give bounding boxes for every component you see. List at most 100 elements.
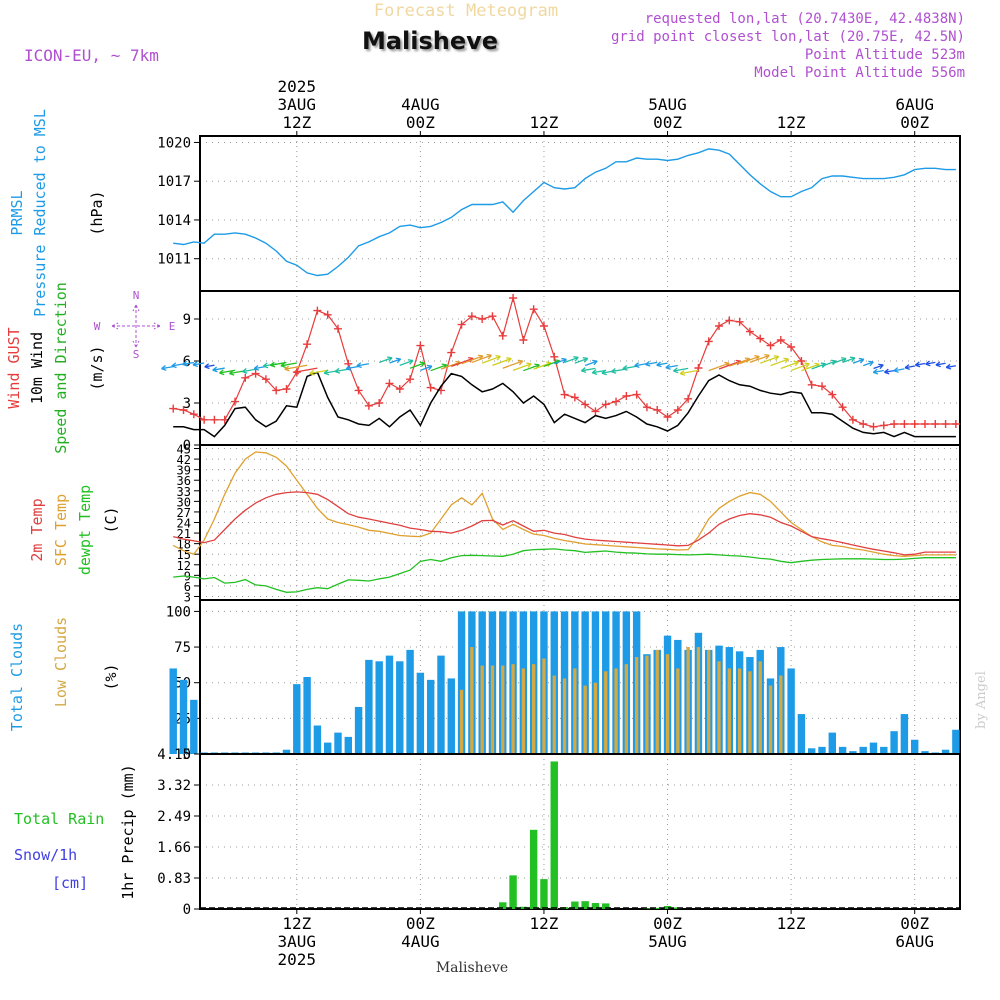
gust-point	[879, 421, 888, 430]
wind-arrow	[842, 357, 856, 364]
wind-arrow	[204, 364, 215, 368]
gust-point	[766, 341, 775, 350]
wind-arrow-head	[323, 369, 330, 376]
low-cloud-bar	[511, 664, 515, 754]
y-tick-label: 36	[177, 474, 191, 488]
wind-arrow-head	[486, 353, 492, 360]
wind-arrow	[680, 369, 699, 375]
gust-point	[498, 331, 507, 340]
low-cloud-bar	[655, 649, 659, 754]
total-cloud-bar	[437, 655, 445, 754]
gust-point	[848, 415, 857, 424]
wind-arrow-head	[253, 364, 260, 371]
y-tick-label: 0	[183, 438, 191, 454]
y-tick-label: 30	[177, 495, 191, 509]
wind-arrow	[656, 362, 668, 366]
gust-point	[642, 403, 651, 412]
cloud-unit-label: (%)	[102, 663, 120, 690]
y-tick-label: 0	[183, 747, 191, 763]
gust-point	[704, 337, 713, 346]
gust-point	[601, 400, 610, 409]
gust-point	[951, 420, 960, 428]
total-cloud-bar	[869, 742, 878, 754]
gust-point	[488, 312, 497, 321]
y-tick-label: 100	[166, 604, 191, 620]
wind-arrow	[420, 365, 433, 371]
gust-point	[529, 305, 538, 314]
gust-point	[673, 406, 682, 414]
wind-arrow	[451, 357, 474, 367]
gust-point	[931, 420, 940, 428]
y-tick-label: 1014	[157, 213, 191, 229]
total-rain-label: Total Rain	[14, 810, 104, 828]
gust-point	[200, 415, 209, 424]
y-tick-label: 4.15	[157, 747, 191, 763]
total-cloud-bar	[457, 611, 466, 754]
gust-point	[550, 352, 559, 361]
low-cloud-bar	[707, 649, 711, 754]
point-altitude: Point Altitude 523m	[805, 47, 965, 63]
y-tick-label: 3	[183, 396, 191, 412]
wind-arrow-head	[673, 367, 679, 374]
y-tick-label: 1.66	[157, 840, 191, 856]
wind-arrow-head	[309, 369, 315, 376]
low-cloud-bar	[665, 654, 670, 754]
gust-point	[910, 420, 919, 428]
gust-point	[653, 406, 662, 414]
top-time-label: 00Z	[900, 113, 929, 132]
y-tick-label: 1017	[157, 174, 191, 190]
gust-point	[189, 410, 198, 419]
total-cloud-bar	[365, 659, 373, 754]
credit: by Angel	[974, 671, 989, 729]
wind-arrow	[780, 361, 799, 370]
gust-point	[416, 341, 425, 350]
temp-2m-label: 2m Temp	[28, 498, 46, 561]
total-cloud-bar	[581, 611, 589, 754]
y-tick-label: 75	[174, 640, 191, 656]
panel-1: 0 3 6 9	[161, 290, 961, 454]
compass-s: S	[133, 348, 140, 361]
top-time-label: 5AUG	[648, 95, 687, 114]
wind-arrow	[884, 369, 895, 373]
y-tick-label: 39	[177, 464, 191, 478]
gust-point	[333, 324, 342, 333]
low-cloud-bar	[696, 647, 701, 754]
gust-point	[725, 316, 734, 325]
low-cloud-bar	[593, 682, 598, 754]
wind-arrow-head	[804, 362, 810, 368]
top-time-label: 6AUG	[895, 95, 934, 114]
compass-cross	[111, 304, 161, 348]
gust-point	[756, 334, 765, 343]
rain-bar	[653, 907, 661, 909]
y-tick-label: 9	[183, 312, 191, 328]
wind-arrow	[718, 360, 741, 370]
requested-coords: requested lon,lat (20.7430E, 42.4838N)	[645, 11, 965, 27]
gust-point	[859, 420, 868, 428]
wind-arrow-head	[849, 356, 856, 363]
wind-arrow-head	[242, 367, 248, 374]
wind-arrow	[378, 357, 393, 364]
wind-arrow-head	[858, 357, 865, 364]
y-tick-label: 45	[177, 443, 191, 457]
wind-arrow	[790, 363, 810, 372]
top-time-label: 12Z	[530, 113, 559, 132]
wind-arrow	[481, 355, 501, 364]
low-cloud-bar	[490, 665, 495, 754]
wind-arrow-head	[345, 364, 352, 371]
low-cloud-bar	[583, 685, 587, 754]
bottom-time-label: 3AUG	[278, 932, 317, 951]
total-cloud-bar	[849, 751, 857, 754]
wind-arrow-head	[426, 364, 433, 371]
wind-arrow-head	[161, 365, 167, 371]
prmsl-label: PRMSL	[8, 190, 26, 235]
wind-arrow	[893, 368, 905, 372]
wind-arrow-head	[645, 360, 651, 367]
rain-bar	[499, 902, 507, 909]
wind-arrow	[873, 369, 884, 373]
gust-point	[313, 306, 322, 315]
wind-arrow	[161, 365, 174, 370]
gust-point	[828, 390, 837, 399]
total-cloud-bar	[910, 739, 919, 754]
